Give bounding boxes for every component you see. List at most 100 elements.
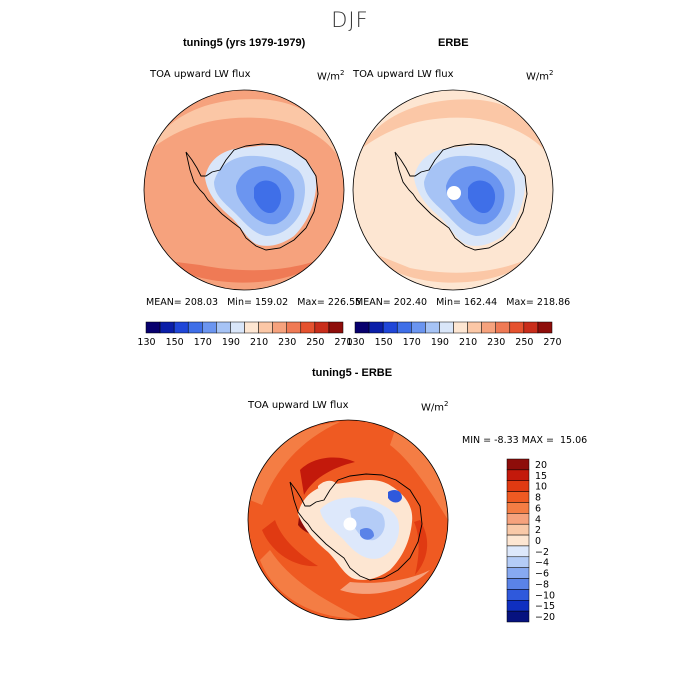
map3-blue-spot-2 <box>360 528 374 540</box>
colorbar3-swatch <box>506 556 530 568</box>
map2-warm-band-south <box>365 250 545 283</box>
colorbar3-swatch <box>506 458 530 471</box>
panel3-title: tuning5 - ERBE <box>312 367 393 379</box>
colorbar3-swatch <box>506 491 530 503</box>
colorbar1-swatch <box>258 321 273 334</box>
colorbar2-tick-label: 210 <box>459 337 477 348</box>
map3-border <box>247 419 449 621</box>
panel3-variable: TOA upward LW flux <box>248 400 349 411</box>
colorbar1-swatch <box>145 321 161 334</box>
panel1-stats: MEAN= 208.03 Min= 159.02 Max= 226.55 <box>146 297 362 308</box>
colorbar3-tick-label: 8 <box>535 493 541 504</box>
colorbar3-tick-label: −20 <box>535 612 555 623</box>
panel1-units: W/m2 <box>317 69 345 83</box>
colorbar3-swatch <box>506 523 530 536</box>
colorbar3-tick-label: −15 <box>535 601 555 612</box>
colorbar2-swatch <box>481 321 496 334</box>
colorbar1-swatch <box>286 321 302 334</box>
colorbar3-tick-label: 0 <box>535 536 541 547</box>
colorbar3-tick-label: −6 <box>535 569 549 580</box>
colorbar-panel1: 130 150 170 190 210 230 250 270 <box>137 321 353 348</box>
map3-band-b <box>390 430 448 520</box>
colorbar2-swatch <box>439 321 454 334</box>
map-panel3 <box>248 420 448 620</box>
map3-band-d <box>340 570 430 594</box>
map1-warm-band-north <box>150 99 340 160</box>
colorbar2-tick-label: 250 <box>515 337 533 348</box>
colorbar1-tick-label: 150 <box>166 337 184 348</box>
colorbar3-tick-label: 6 <box>535 503 541 514</box>
colorbar3-swatch <box>506 600 530 612</box>
colorbar-panel2: 130 150 170 190 210 230 250 270 <box>346 321 562 348</box>
colorbar1-tick-label: 190 <box>222 337 240 348</box>
figure-title: DJF <box>331 8 369 32</box>
map2-border <box>352 89 554 291</box>
colorbar2-tick-label: 130 <box>346 337 364 348</box>
colorbar1-swatch <box>272 321 287 334</box>
colorbar2-tick-label: 170 <box>403 337 421 348</box>
colorbar3-tick-label: 15 <box>535 471 547 482</box>
map3-band-e <box>262 520 318 567</box>
colorbar2-swatch <box>411 321 426 334</box>
colorbar1-tick-label: 270 <box>334 337 352 348</box>
map1-coastline <box>185 143 319 251</box>
colorbar2-tick-label: 150 <box>375 337 393 348</box>
map3-band-c <box>260 550 360 619</box>
panel3-units: W/m2 <box>421 400 449 414</box>
map3-neutral-spot <box>318 480 338 491</box>
map3-antarctica-blue <box>350 506 385 541</box>
colorbar2-swatch <box>453 321 468 334</box>
map3-blue-spot <box>388 490 402 503</box>
panel1-variable: TOA upward LW flux <box>150 69 251 80</box>
colorbar2-swatch <box>354 321 370 334</box>
colorbar2-swatch <box>537 321 553 334</box>
map3-coastline <box>289 473 423 581</box>
colorbar2-tick-label: 270 <box>543 337 561 348</box>
colorbar1-tick-label: 230 <box>278 337 296 348</box>
map3-pole-hole <box>343 517 357 531</box>
colorbar1-tick-label: 170 <box>194 337 212 348</box>
colorbar3-tick-label: −8 <box>535 579 549 590</box>
colorbar2-swatch <box>467 321 482 334</box>
colorbar1-swatch <box>230 321 245 334</box>
colorbar2-swatch <box>523 321 539 334</box>
colorbar1-swatch <box>216 321 231 334</box>
map3-band-g <box>414 520 428 575</box>
panel2-title: ERBE <box>438 37 469 49</box>
map1-warm-band-south <box>160 255 330 283</box>
colorbar3-tick-label: −2 <box>535 547 549 558</box>
colorbar1-tick-label: 250 <box>306 337 324 348</box>
colorbar2-swatch <box>396 321 412 334</box>
map1-border <box>143 89 345 291</box>
map3-band-a <box>250 422 340 505</box>
colorbar3-swatch <box>506 567 530 579</box>
map-panel2 <box>353 90 553 290</box>
panel2-units: W/m2 <box>526 69 554 83</box>
colorbar3-tick-label: 20 <box>535 460 547 471</box>
colorbar3-swatch <box>506 480 530 492</box>
colorbar2-swatch <box>425 321 440 334</box>
colorbar1-tick-label: 130 <box>137 337 155 348</box>
colorbar1-swatch <box>173 321 189 334</box>
colorbar3-swatch <box>506 534 530 547</box>
colorbar2-swatch <box>382 321 398 334</box>
colorbar2-tick-label: 190 <box>431 337 449 348</box>
colorbar3-swatch <box>506 610 530 623</box>
colorbar3-swatch <box>506 502 530 514</box>
colorbar2-swatch <box>509 321 525 334</box>
colorbar2-swatch <box>495 321 511 334</box>
panel1-title: tuning5 (yrs 1979-1979) <box>183 37 306 49</box>
colorbar3-swatch <box>506 578 530 590</box>
colorbar3-swatch <box>506 545 530 558</box>
colorbar3-swatch <box>506 513 530 525</box>
colorbar1-tick-label: 210 <box>250 337 268 348</box>
panel2-variable: TOA upward LW flux <box>353 69 454 80</box>
colorbar1-swatch <box>300 321 316 334</box>
colorbar1-swatch <box>187 321 203 334</box>
map2-antarctica-core <box>468 180 496 214</box>
panel3-stats: MIN = -8.33 MAX = 15.06 <box>462 435 588 446</box>
colorbar3-tick-label: 2 <box>535 525 541 536</box>
colorbar3-swatch <box>506 469 530 481</box>
